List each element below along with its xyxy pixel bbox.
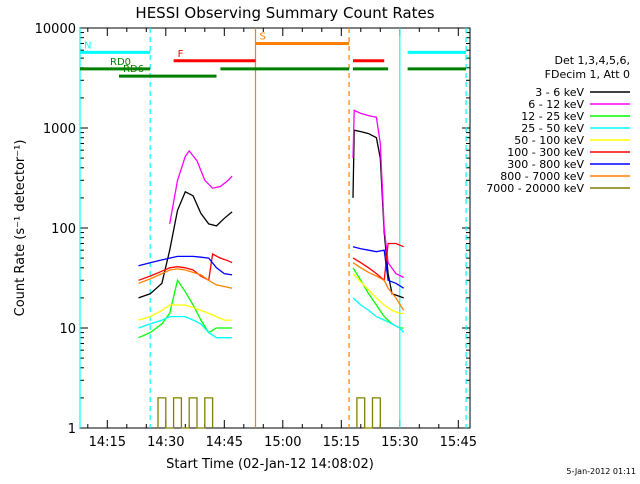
series-line-1-0 xyxy=(169,149,233,225)
x-tick-label: 14:15 xyxy=(89,435,126,450)
flag-label-rd6: RD6 xyxy=(123,64,144,75)
x-axis-label: Start Time (02-Jan-12 14:08:02) xyxy=(166,457,374,472)
y-axis-label: Count Rate (s⁻¹ detector⁻¹) xyxy=(13,140,28,317)
legend-label-6: 300 - 800 keV xyxy=(507,158,584,171)
series-line-8-0 xyxy=(157,397,214,429)
y-tick-label: 10 xyxy=(59,322,76,337)
flag-label-n: N xyxy=(84,40,91,51)
y-tick-label: 10000 xyxy=(35,22,76,37)
legend-label-4: 50 - 100 keV xyxy=(514,134,584,147)
chart-title: HESSI Observing Summary Count Rates xyxy=(135,4,434,22)
legend-label-1: 6 - 12 keV xyxy=(528,98,584,111)
series-line-7-1 xyxy=(352,262,405,311)
series-line-5-1 xyxy=(352,242,404,282)
legend-label-7: 800 - 7000 keV xyxy=(500,170,584,183)
series-line-7-0 xyxy=(138,268,233,289)
series-line-0-0 xyxy=(138,190,233,299)
series-line-2-0 xyxy=(138,278,233,339)
y-tick-label: 1000 xyxy=(43,122,76,137)
plot-layer: 1 10 100 1000 10000 14:15 14:30 14:45 15:00 15:15… xyxy=(35,22,477,450)
series-line-1-1 xyxy=(352,109,404,279)
x-tick-label: 15:45 xyxy=(440,435,477,450)
flag-label-f: F xyxy=(178,49,184,60)
legend-header-line-2: FDecim 1, Att 0 xyxy=(545,68,630,81)
legend-label-5: 100 - 300 keV xyxy=(507,146,584,159)
series-line-3-1 xyxy=(352,297,405,334)
flag-label-rd0: RD0 xyxy=(110,57,131,68)
legend-label-2: 12 - 25 keV xyxy=(521,110,584,123)
series-line-8-1 xyxy=(356,397,381,429)
x-tick-label: 15:15 xyxy=(323,435,360,450)
flag-label-s: S xyxy=(260,31,266,42)
series-line-4-1 xyxy=(352,273,404,315)
footer-date: 5-Jan-2012 01:11 xyxy=(566,467,636,476)
legend-label-8: 7000 - 20000 keV xyxy=(486,182,584,195)
series-line-6-0 xyxy=(138,255,233,276)
series-line-4-0 xyxy=(138,304,233,321)
y-tick-label: 1 xyxy=(68,422,76,437)
x-tick-label: 14:45 xyxy=(206,435,243,450)
series-line-5-0 xyxy=(138,252,233,282)
x-tick-label: 15:30 xyxy=(381,435,418,450)
legend-label-0: 3 - 6 keV xyxy=(535,86,584,99)
series-line-3-0 xyxy=(138,315,233,339)
x-tick-label: 14:30 xyxy=(147,435,184,450)
x-tick-label: 15:00 xyxy=(264,435,301,450)
series-line-6-1 xyxy=(352,246,405,289)
legend-label-3: 25 - 50 keV xyxy=(521,122,584,135)
legend-header-line-1: Det 1,3,4,5,6, xyxy=(554,54,630,67)
y-tick-label: 100 xyxy=(51,222,76,237)
